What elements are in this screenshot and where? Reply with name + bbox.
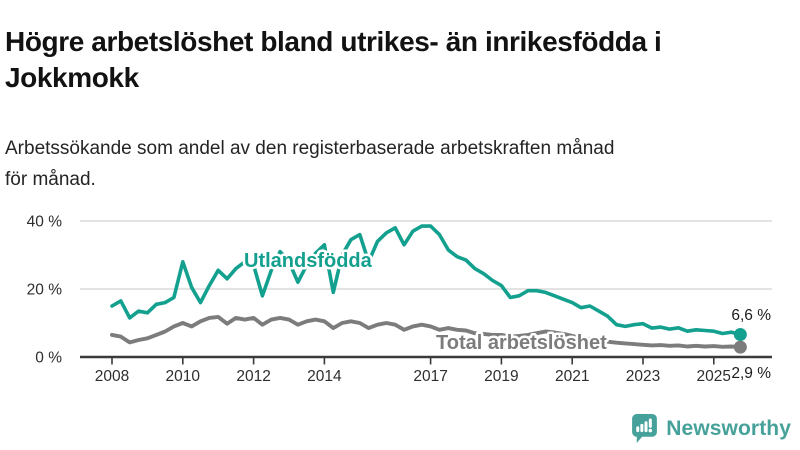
x-tick-label-2023: 2023 — [626, 368, 660, 385]
x-tick-label-2017: 2017 — [413, 368, 447, 385]
series-label-utlandsfodda: Utlandsfödda — [244, 250, 373, 272]
logo-exclamation-dot — [648, 428, 653, 433]
y-tick-label-0: 0 % — [35, 350, 62, 367]
logo-bar-1 — [636, 426, 640, 433]
total-arbetsloshet-end-dot — [733, 340, 747, 354]
x-axis-ticks — [111, 357, 715, 365]
total-arbetsloshet-line — [110, 314, 743, 350]
x-tick-label-2008: 2008 — [95, 368, 129, 385]
line-chart-svg: 0 % 20 % 40 % 2008 2010 2012 2014 2017 2019 2021… — [27, 214, 774, 386]
page-title: Högre arbetslöshet bland utrikes- än inr… — [5, 24, 797, 96]
y-axis-labels: 0 % 20 % 40 % — [27, 214, 63, 367]
x-tick-label-2021: 2021 — [555, 368, 589, 385]
logo-bar-2 — [640, 423, 644, 433]
x-tick-label-2025: 2025 — [697, 368, 731, 385]
logo-bar-3 — [644, 421, 648, 433]
x-tick-label-2014: 2014 — [307, 368, 342, 385]
newsworthy-logo-text: Newsworthy — [666, 416, 791, 440]
chart-subtitle-line-1: Arbetssökande som andel av den registerb… — [5, 138, 615, 159]
series-label-total-arbetsloshet: Total arbetslöshet — [436, 332, 607, 354]
utlandsfodda-line — [110, 224, 743, 337]
end-value-utlandsfodda: 6,6 % — [731, 307, 771, 324]
newsworthy-logo: Newsworthy — [631, 413, 791, 444]
gridlines — [80, 220, 772, 359]
y-tick-label-40: 40 % — [27, 214, 63, 231]
page-title-line-2: Jokkmokk — [5, 61, 139, 93]
end-value-total-arbetsloshet: 2,9 % — [731, 365, 771, 382]
chart-subtitle-line-2: för månad. — [5, 169, 96, 190]
page-title-line-1: Högre arbetslöshet bland utrikes- än inr… — [5, 25, 662, 57]
bar-chart-speech-bubble-icon — [632, 414, 658, 443]
line-chart: 0 % 20 % 40 % 2008 2010 2012 2014 2017 2019 2021… — [0, 194, 800, 410]
y-tick-label-20: 20 % — [27, 282, 63, 299]
logo-exclamation-bar — [649, 418, 653, 428]
x-tick-label-2010: 2010 — [166, 368, 201, 385]
x-tick-label-2019: 2019 — [484, 368, 518, 385]
chart-subtitle: Arbetssökande som andel av den registerb… — [5, 133, 797, 195]
x-axis-labels: 2008 2010 2012 2014 2017 2019 2021 2023 2025 — [95, 368, 731, 385]
utlandsfodda-end-dot — [733, 328, 747, 342]
x-tick-label-2012: 2012 — [236, 368, 270, 385]
